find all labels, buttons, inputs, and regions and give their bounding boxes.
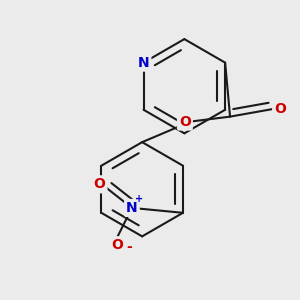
Text: O: O	[111, 238, 123, 252]
Text: +: +	[135, 194, 143, 204]
Text: N: N	[138, 56, 149, 70]
Text: O: O	[274, 102, 286, 116]
Text: N: N	[126, 201, 138, 215]
Text: O: O	[94, 177, 106, 191]
Text: O: O	[179, 115, 191, 128]
Text: -: -	[126, 240, 132, 254]
